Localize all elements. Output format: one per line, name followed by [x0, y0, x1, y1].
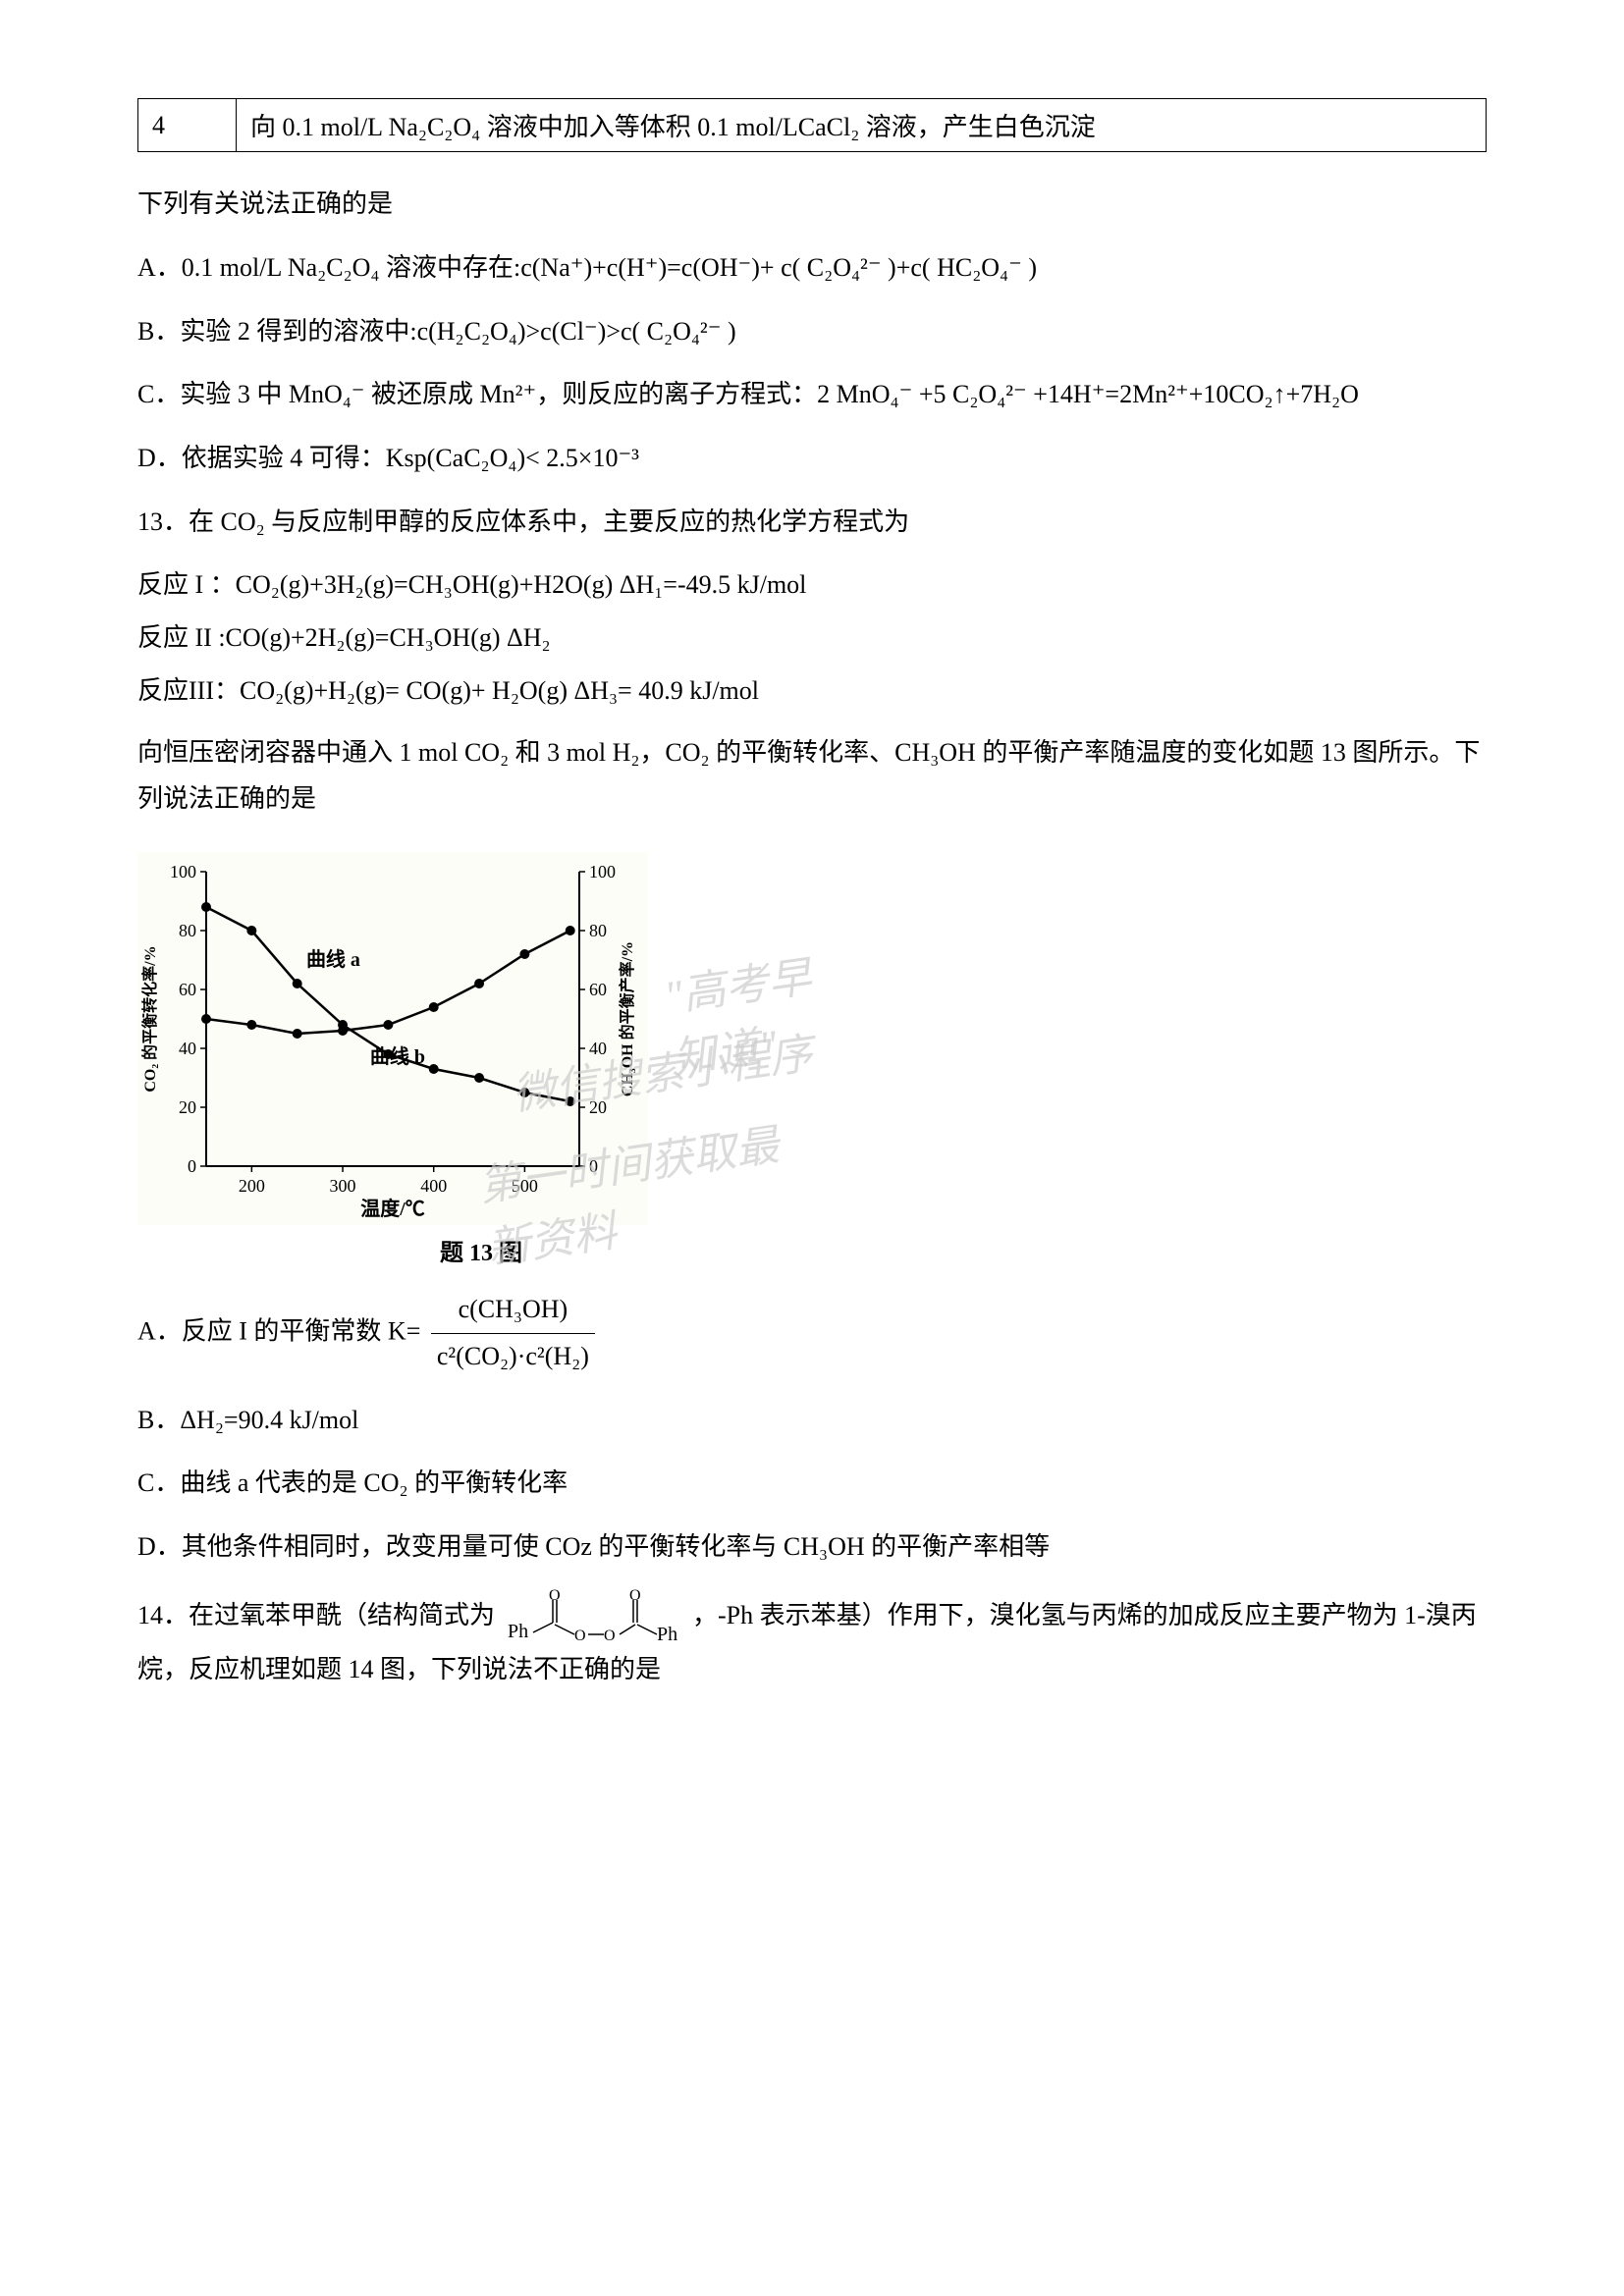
q13-reaction-2: 反应 II :CO(g)+2H₂(g)=CH₃OH(g) ΔH₂	[137, 616, 1487, 660]
svg-text:O: O	[549, 1588, 561, 1604]
svg-text:100: 100	[170, 862, 196, 881]
q13-chart-caption: 题 13 图	[137, 1233, 825, 1267]
page-content: 4 向 0.1 mol/L Na₂C₂O₄ 溶液中加入等体积 0.1 mol/L…	[137, 98, 1487, 1693]
benzoyl-peroxide-structure-icon: Ph O O O O Ph	[506, 1588, 682, 1647]
svg-text:80: 80	[589, 921, 607, 940]
svg-text:200: 200	[239, 1176, 265, 1196]
q14-stem-pre: 14．在过氧苯甲酰（结构简式为	[137, 1601, 495, 1629]
svg-text:0: 0	[188, 1156, 196, 1176]
svg-text:温度/℃: 温度/℃	[360, 1197, 425, 1220]
q12-option-b: B．实验 2 得到的溶液中:c(H₂C₂O₄)>c(Cl⁻)>c( C₂O₄²⁻…	[137, 309, 1487, 355]
table-row: 4 向 0.1 mol/L Na₂C₂O₄ 溶液中加入等体积 0.1 mol/L…	[138, 99, 1487, 152]
table-cell-num: 4	[138, 99, 237, 152]
q13-chart-block: 0 20 40 60 80 100 0 20 40 60 80 100 200 300 400 500 温度/℃…	[137, 852, 825, 1267]
fraction-denominator: c²(CO₂)·c²(H₂)	[431, 1334, 595, 1380]
q12-option-c: C．实验 3 中 MnO₄⁻ 被还原成 Mn²⁺，则反应的离子方程式：2 MnO…	[137, 372, 1487, 418]
svg-text:O: O	[574, 1628, 586, 1644]
q13-reaction-3: 反应III：CO₂(g)+H₂(g)= CO(g)+ H₂O(g) ΔH₃= 4…	[137, 669, 1487, 713]
svg-text:20: 20	[179, 1097, 196, 1117]
watermark-1: "高考早知道"	[660, 939, 833, 1086]
question-intro: 下列有关说法正确的是	[137, 182, 1487, 228]
svg-text:O: O	[604, 1628, 616, 1644]
q13-option-b: B．ΔH₂=90.4 kJ/mol	[137, 1398, 1487, 1444]
svg-text:60: 60	[589, 980, 607, 999]
q13-chart: 0 20 40 60 80 100 0 20 40 60 80 100 200 300 400 500 温度/℃…	[137, 852, 648, 1225]
q13-stem: 13．在 CO₂ 与反应制甲醇的反应体系中，主要反应的热化学方程式为	[137, 500, 1487, 546]
svg-text:Ph: Ph	[657, 1624, 677, 1645]
svg-text:80: 80	[179, 921, 196, 940]
q12-option-d: D．依据实验 4 可得：Ksp(CaC₂O₄)< 2.5×10⁻³	[137, 436, 1487, 482]
q13-option-a: A．反应 I 的平衡常数 K= c(CH₃OH) c²(CO₂)·c²(H₂)	[137, 1287, 1487, 1380]
svg-text:O: O	[629, 1588, 641, 1604]
svg-text:500: 500	[512, 1176, 538, 1196]
svg-text:40: 40	[179, 1039, 196, 1058]
svg-text:曲线 b: 曲线 b	[370, 1044, 425, 1068]
svg-text:CH₃OH 的平衡产率/%: CH₃OH 的平衡产率/%	[618, 941, 636, 1096]
q13-reaction-1: 反应 I ：CO₂(g)+3H₂(g)=CH₃OH(g)+H2O(g) ΔH₁=…	[137, 563, 1487, 607]
svg-text:400: 400	[420, 1176, 447, 1196]
q14-stem: 14．在过氧苯甲酰（结构简式为 Ph O O O O Ph ，-Ph 表示苯基）…	[137, 1588, 1487, 1693]
svg-text:CO₂ 的平衡转化率/%: CO₂ 的平衡转化率/%	[140, 945, 159, 1092]
svg-text:300: 300	[330, 1176, 356, 1196]
svg-text:40: 40	[589, 1039, 607, 1058]
table-cell-text: 向 0.1 mol/L Na₂C₂O₄ 溶液中加入等体积 0.1 mol/LCa…	[237, 99, 1487, 152]
q13-condition: 向恒压密闭容器中通入 1 mol CO₂ 和 3 mol H₂，CO₂ 的平衡转…	[137, 730, 1487, 823]
fraction-numerator: c(CH₃OH)	[431, 1287, 595, 1334]
q13-option-d: D．其他条件相同时，改变用量可使 COz 的平衡转化率与 CH₃OH 的平衡产率…	[137, 1524, 1487, 1571]
svg-text:100: 100	[589, 862, 616, 881]
fraction: c(CH₃OH) c²(CO₂)·c²(H₂)	[431, 1287, 595, 1380]
svg-text:60: 60	[179, 980, 196, 999]
experiment-table: 4 向 0.1 mol/L Na₂C₂O₄ 溶液中加入等体积 0.1 mol/L…	[137, 98, 1487, 152]
svg-text:Ph: Ph	[508, 1621, 528, 1642]
q12-option-a: A．0.1 mol/L Na₂C₂O₄ 溶液中存在:c(Na⁺)+c(H⁺)=c…	[137, 245, 1487, 292]
svg-text:20: 20	[589, 1097, 607, 1117]
svg-text:0: 0	[589, 1156, 598, 1176]
q13-option-a-prefix: A．反应 I 的平衡常数 K=	[137, 1316, 420, 1345]
q13-option-c: C．曲线 a 代表的是 CO₂ 的平衡转化率	[137, 1461, 1487, 1507]
svg-text:曲线 a: 曲线 a	[306, 947, 360, 971]
